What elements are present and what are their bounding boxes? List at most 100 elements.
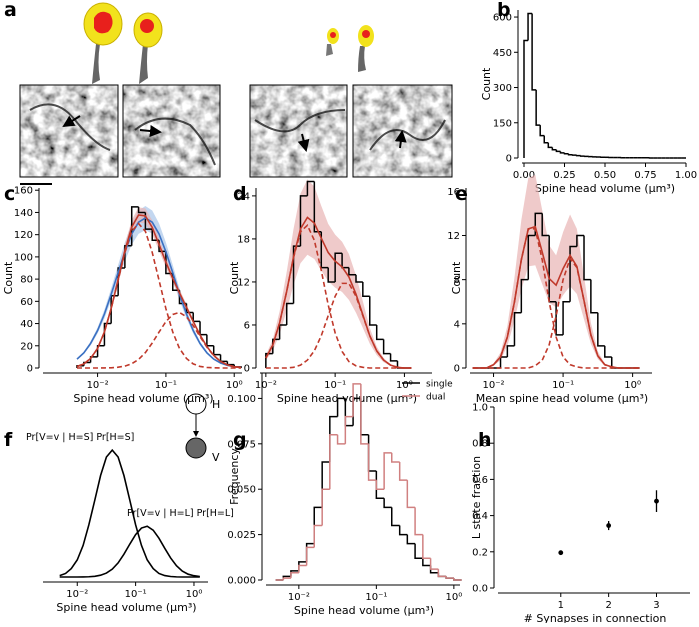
em-image <box>123 85 220 177</box>
histogram-step <box>423 535 431 559</box>
x-tick-label: 10⁰ <box>186 589 203 600</box>
histogram-step <box>376 480 384 489</box>
y-tick-label: 1.0 <box>472 403 488 414</box>
x-tick-label: 10⁰ <box>226 380 243 391</box>
histogram-step <box>605 346 612 357</box>
x-tick-label: 10⁰ <box>624 380 641 391</box>
point <box>654 499 659 504</box>
y-axis-label: Count <box>480 67 493 100</box>
x-tick-label: 10⁻² <box>87 380 109 391</box>
node <box>186 438 206 458</box>
histogram-step <box>392 453 400 462</box>
x-axis-label: Spine head volume (μm³) <box>535 182 675 195</box>
y-tick-label: 0.000 <box>227 576 256 587</box>
y-tick-label: 0.0 <box>472 584 488 595</box>
histogram-step <box>415 507 423 534</box>
em-image <box>250 85 347 177</box>
histogram-step <box>407 535 415 544</box>
histogram-step <box>299 565 307 572</box>
y-tick-label: 0.100 <box>227 394 256 405</box>
histogram-step <box>407 480 415 507</box>
histogram-step <box>291 571 299 576</box>
histogram-step <box>363 282 370 296</box>
histogram-step <box>330 417 338 462</box>
histogram-step <box>330 435 338 489</box>
y-axis-label: Frequency <box>228 448 241 505</box>
y-tick-label: 0 <box>506 154 512 165</box>
y-tick-label: 0 <box>27 364 33 375</box>
x-tick-label: 10⁻¹ <box>155 380 177 391</box>
legend-label: dual <box>426 393 445 403</box>
histogram-step <box>322 489 330 525</box>
histogram-step <box>200 321 207 334</box>
x-axis-label: Spine head volume (μm³) <box>73 392 213 405</box>
histogram-step <box>556 302 563 335</box>
y-tick-label: 120 <box>14 230 33 241</box>
y-tick-label: 160 <box>14 186 33 197</box>
y-tick-label: 140 <box>14 208 33 219</box>
histogram-step <box>369 444 377 480</box>
histogram-step <box>111 296 118 324</box>
histogram-step <box>391 354 398 361</box>
x-tick-label: 10⁰ <box>396 380 413 391</box>
histogram-step <box>560 151 564 152</box>
x-tick-label: 10⁻¹ <box>365 592 387 603</box>
spine-neck <box>139 44 148 84</box>
confidence-band <box>77 206 241 367</box>
histogram-step <box>221 355 228 362</box>
y-tick-label: 24 <box>237 191 250 202</box>
y-tick-label: 0.2 <box>472 547 488 558</box>
y-tick-label: 60 <box>20 297 33 308</box>
x-tick-label: 3 <box>653 600 659 611</box>
x-tick-label: 10⁻¹ <box>552 380 574 391</box>
panel-label: f <box>4 429 13 451</box>
annotation: Pr[V=v | H=S] Pr[H=S] <box>26 432 134 443</box>
histogram-step <box>532 14 536 90</box>
histogram-step <box>322 462 330 507</box>
histogram-step <box>524 41 528 158</box>
histogram-step <box>446 576 454 578</box>
x-tick-label: 10⁻¹ <box>324 380 346 391</box>
spine-renders <box>84 3 374 84</box>
legend-label: single <box>426 380 453 390</box>
histogram-step <box>314 526 322 548</box>
histogram-step <box>384 498 392 507</box>
x-tick-label: 0.50 <box>594 170 616 181</box>
x-axis-label: Spine head volume (μm³) <box>294 604 434 617</box>
y-tick-label: 450 <box>493 48 512 59</box>
histogram-step <box>338 435 346 444</box>
x-tick-label: 10⁻² <box>66 589 88 600</box>
histogram-step <box>392 507 400 525</box>
x-tick-label: 10⁻² <box>288 592 310 603</box>
y-tick-label: 4 <box>454 319 460 330</box>
histogram-step <box>552 147 556 149</box>
y-tick-label: 0.025 <box>227 530 256 541</box>
spine-neck <box>326 44 333 56</box>
histogram-step <box>384 339 391 353</box>
histogram-step <box>536 90 540 125</box>
psd <box>362 30 370 38</box>
x-tick-label: 10⁻² <box>483 380 505 391</box>
psd <box>330 32 336 38</box>
histogram-step <box>400 526 408 535</box>
y-axis-label: L state fraction <box>470 456 483 539</box>
y-tick-label: 150 <box>493 118 512 129</box>
confidence-band <box>266 179 412 368</box>
histogram-step <box>345 417 353 444</box>
histogram-step <box>377 325 384 339</box>
y-tick-label: 0.8 <box>472 439 488 450</box>
histogram-step <box>299 562 307 571</box>
histogram-step <box>544 136 548 143</box>
y-tick-label: 80 <box>20 275 33 286</box>
x-tick-label: 0.75 <box>634 170 656 181</box>
histogram-step <box>591 280 598 313</box>
histogram-step <box>501 357 508 368</box>
histogram-step <box>556 150 560 152</box>
em-images <box>20 85 452 184</box>
histogram-step <box>548 143 552 148</box>
node-label: V <box>212 451 220 464</box>
y-axis-label: Count <box>2 261 15 294</box>
histogram-step <box>438 569 446 576</box>
histogram-step <box>423 558 431 565</box>
